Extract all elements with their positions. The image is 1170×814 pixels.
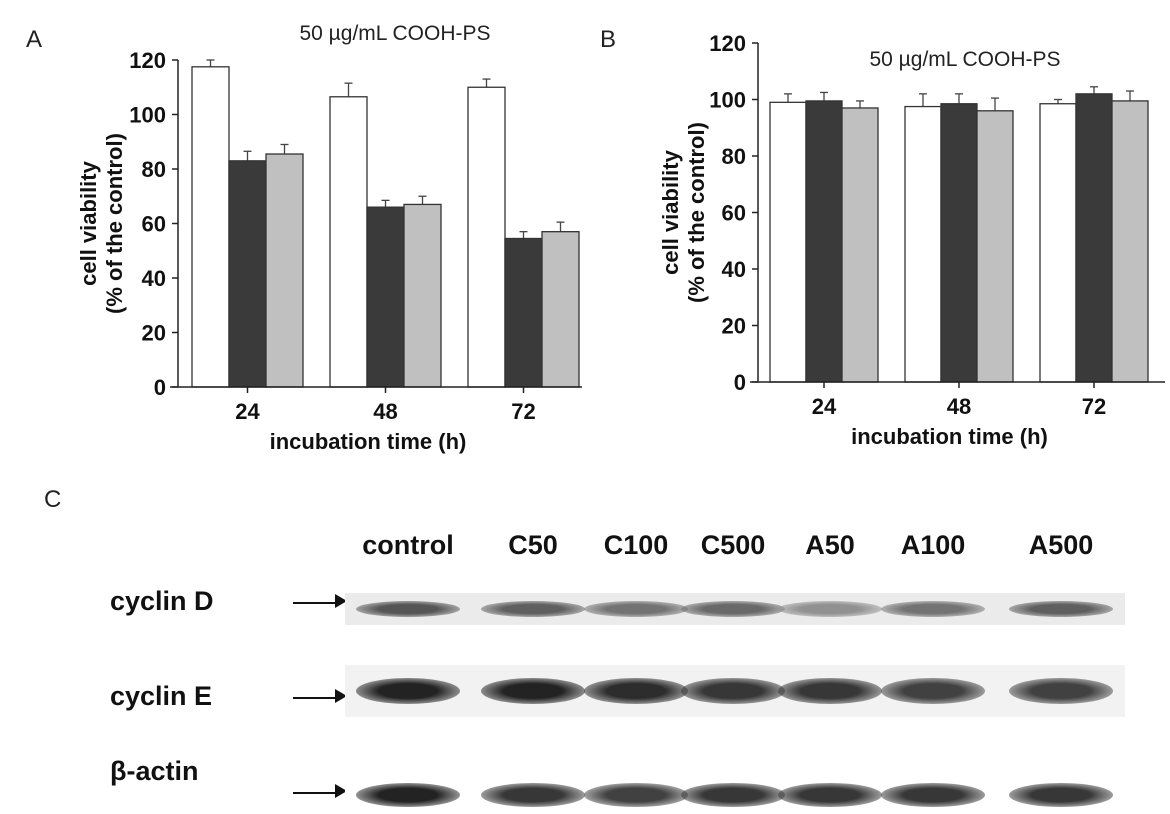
blot-band xyxy=(481,601,585,617)
chart-a-bar xyxy=(504,237,543,388)
arrow-icon xyxy=(293,602,339,604)
chart-b-bar xyxy=(1075,93,1113,383)
chart-a-bar xyxy=(366,206,405,388)
lane-label: A100 xyxy=(900,530,966,560)
arrowhead-icon xyxy=(335,784,347,798)
blot-band xyxy=(481,678,585,704)
chart-a-bar xyxy=(467,86,506,388)
chart-a-y-tick-label: 0 xyxy=(154,375,166,400)
blot-band xyxy=(356,601,460,617)
lane-label: A50 xyxy=(805,530,855,560)
chart-b-y-tick-label: 40 xyxy=(722,257,746,282)
arrowhead-icon xyxy=(335,594,347,608)
panel-label-a: A xyxy=(26,26,43,53)
chart-b-x-axis-label: incubation time (h) xyxy=(851,424,1048,449)
chart-b-bar xyxy=(1111,100,1149,383)
panel-label-c: C xyxy=(44,486,62,513)
blot-band xyxy=(778,783,882,807)
chart-b-bar xyxy=(1039,103,1077,383)
chart-b-bar xyxy=(769,101,807,383)
chart-a-bar xyxy=(191,66,230,388)
chart-b-x-tick-label: 72 xyxy=(1082,394,1106,419)
chart-b-title: 50 µg/mL COOH-PS xyxy=(869,48,1060,71)
chart-b-y-tick-label: 120 xyxy=(709,31,746,56)
chart-a-bar xyxy=(228,160,267,388)
chart-a-x-tick-label: 24 xyxy=(235,399,260,424)
blot-band xyxy=(681,601,785,617)
chart-a-y-tick-label: 80 xyxy=(142,157,166,182)
arrow-icon xyxy=(293,697,339,699)
chart-a-x-tick-label: 72 xyxy=(511,399,535,424)
chart-b-y-tick-label: 100 xyxy=(709,88,746,113)
blot-band xyxy=(356,678,460,704)
chart-a-x-tick-label: 48 xyxy=(373,399,397,424)
blot-band xyxy=(584,678,688,704)
chart-b-bar xyxy=(904,105,942,383)
blot-band xyxy=(1009,601,1113,617)
chart-a-y-tick-label: 100 xyxy=(129,103,166,128)
blot-band xyxy=(584,783,688,807)
blot-band xyxy=(356,783,460,807)
chart-b-y-axis-label-line2: (% of the control) xyxy=(684,122,709,303)
chart-b-y-tick-label: 20 xyxy=(722,314,746,339)
chart-b-bar xyxy=(841,107,879,383)
lane-label: C50 xyxy=(508,530,558,560)
chart-a-bar xyxy=(265,153,304,388)
chart-a-x-axis-label: incubation time (h) xyxy=(270,429,467,454)
chart-b-y-axis-label-line1: cell viability xyxy=(658,149,683,274)
chart-b-bar xyxy=(805,100,843,383)
chart-a-y-axis-label-line1: cell viability xyxy=(76,160,101,285)
blot-band xyxy=(881,678,985,704)
blot-band xyxy=(681,783,785,807)
row-label: cyclin D xyxy=(110,586,214,616)
lane-label: A500 xyxy=(1028,530,1094,560)
chart-a-bar xyxy=(403,203,442,388)
chart-b-bar xyxy=(940,103,978,383)
chart-a-y-tick-label: 120 xyxy=(129,48,166,73)
blot-band xyxy=(681,678,785,704)
chart-a-y-tick-label: 40 xyxy=(142,266,166,291)
row-label: cyclin E xyxy=(110,681,213,711)
chart-b-x-tick-label: 48 xyxy=(947,394,971,419)
chart-b-y-tick-label: 60 xyxy=(722,201,746,226)
lane-label: C100 xyxy=(603,530,669,560)
row-label: β-actin xyxy=(110,756,199,786)
blot-band xyxy=(1009,678,1113,704)
chart-b-x-tick-label: 24 xyxy=(812,394,837,419)
chart-a-y-tick-label: 60 xyxy=(142,212,166,237)
bar-charts: 50 µg/mL COOH-PS 24 48 72 0 20 40 60 80 100 120 inc… xyxy=(76,22,1165,454)
blot-band xyxy=(1009,783,1113,807)
arrow-icon xyxy=(293,792,339,794)
chart-b-bar xyxy=(976,110,1014,383)
panel-label-b: B xyxy=(600,26,617,53)
blot-band xyxy=(481,783,585,807)
blot-band xyxy=(881,783,985,807)
chart-a-y-axis-label-line2: (% of the control) xyxy=(102,133,127,314)
blot-band xyxy=(881,601,985,617)
chart-b-y-tick-label: 80 xyxy=(722,144,746,169)
chart-a-bar xyxy=(329,96,368,388)
blot-band xyxy=(584,601,688,617)
arrowhead-icon xyxy=(335,689,347,703)
chart-a-bar xyxy=(541,231,580,388)
blot-band xyxy=(778,678,882,704)
chart-b-y-tick-label: 0 xyxy=(734,370,746,395)
chart-a-title: 50 µg/mL COOH-PS xyxy=(299,22,490,45)
lane-label: control xyxy=(362,530,454,560)
chart-a-y-tick-label: 20 xyxy=(142,321,166,346)
blot-band xyxy=(778,601,882,617)
lane-label: C500 xyxy=(700,530,766,560)
